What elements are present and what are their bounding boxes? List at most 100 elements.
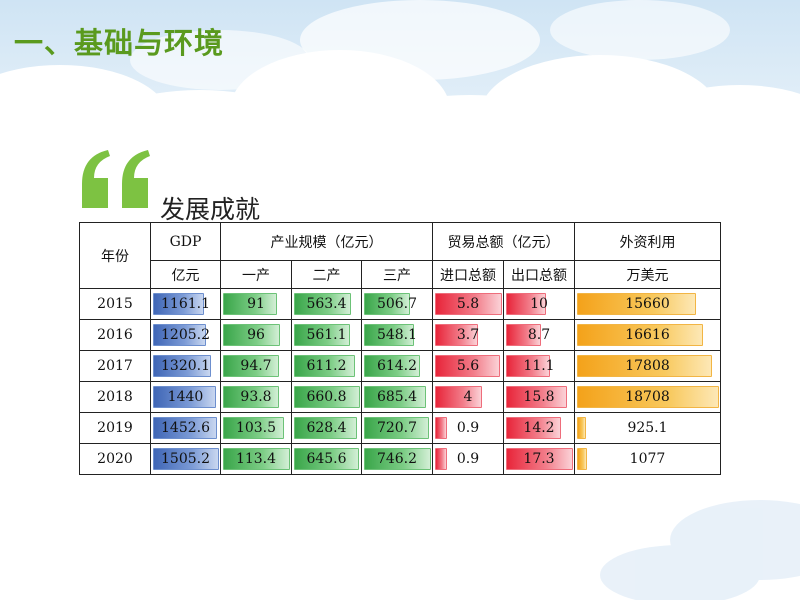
primary-cell: 103.5: [220, 412, 292, 444]
header-fdi: 外资利用: [574, 222, 721, 261]
import-cell: 5.8: [432, 288, 504, 320]
header-industry: 产业规模（亿元）: [220, 222, 433, 261]
import-data-bar: [435, 355, 500, 377]
secondary-cell: 563.4: [291, 288, 362, 320]
header-import: 进口总额: [432, 260, 504, 289]
secondary-value: 611.2: [306, 358, 347, 374]
gdp-cell: 1452.6: [150, 412, 221, 444]
year-cell: 2018: [79, 381, 151, 413]
primary-cell: 113.4: [220, 443, 292, 475]
secondary-value: 563.4: [306, 296, 347, 312]
export-cell: 17.3: [503, 443, 575, 475]
tertiary-data-bar: [364, 386, 426, 408]
gdp-cell: 1320.1: [150, 350, 221, 382]
tertiary-data-bar: [364, 355, 420, 377]
secondary-data-bar: [294, 355, 355, 377]
secondary-data-bar: [294, 324, 350, 346]
gdp-cell: 1440: [150, 381, 221, 413]
import-value: 3.7: [456, 327, 480, 343]
import-cell: 3.7: [432, 319, 504, 351]
gdp-data-bar: [153, 355, 211, 377]
section-subtitle: 发展成就: [160, 195, 261, 224]
secondary-value: 645.6: [306, 451, 347, 467]
fdi-cell: 1077: [574, 443, 721, 475]
fdi-value: 15660: [625, 296, 670, 312]
export-data-bar: [506, 324, 541, 346]
export-data-bar: [506, 417, 561, 439]
import-data-bar: [435, 448, 447, 470]
primary-data-bar: [223, 355, 279, 377]
gdp-cell: 1505.2: [150, 443, 221, 475]
fdi-value: 16616: [625, 327, 670, 343]
primary-value: 103.5: [235, 420, 277, 436]
fdi-data-bar: [577, 386, 719, 408]
export-data-bar: [506, 355, 550, 377]
fdi-cell: 16616: [574, 319, 721, 351]
year-cell: 2019: [79, 412, 151, 444]
year-cell: 2016: [79, 319, 151, 351]
tertiary-cell: 506.7: [361, 288, 433, 320]
gdp-value: 1320.1: [161, 358, 210, 374]
development-table: 年份 GDP 产业规模（亿元） 贸易总额（亿元） 外资利用 亿元 一产 二产 三…: [79, 222, 721, 475]
gdp-cell: 1161.1: [150, 288, 221, 320]
fdi-cell: 925.1: [574, 412, 721, 444]
primary-value: 91: [247, 296, 265, 312]
import-value: 5.8: [456, 296, 480, 312]
primary-data-bar: [223, 417, 284, 439]
export-cell: 15.8: [503, 381, 575, 413]
gdp-value: 1505.2: [161, 451, 210, 467]
secondary-cell: 561.1: [291, 319, 362, 351]
gdp-data-bar: [153, 448, 219, 470]
fdi-data-bar: [577, 293, 696, 315]
export-data-bar: [506, 386, 567, 408]
fdi-data-bar: [577, 324, 703, 346]
fdi-value: 1077: [629, 451, 666, 467]
primary-cell: 93.8: [220, 381, 292, 413]
tertiary-data-bar: [364, 324, 414, 346]
import-value: 5.6: [456, 358, 480, 374]
secondary-cell: 645.6: [291, 443, 362, 475]
gdp-value: 1440: [167, 389, 204, 405]
primary-value: 96: [247, 327, 265, 343]
gdp-data-bar: [153, 417, 217, 439]
secondary-value: 628.4: [306, 420, 347, 436]
primary-cell: 94.7: [220, 350, 292, 382]
tertiary-data-bar: [364, 417, 429, 439]
table-row: 2020 1505.2 113.4 645.6 746.2 0.9 17.3 1077: [79, 443, 721, 475]
header-year: 年份: [79, 222, 151, 289]
page-heading: 一、基础与环境: [14, 26, 225, 60]
gdp-value: 1452.6: [161, 420, 210, 436]
import-data-bar: [435, 324, 478, 346]
fdi-data-bar: [577, 448, 587, 470]
fdi-cell: 15660: [574, 288, 721, 320]
quote-mark-icon: [82, 150, 150, 208]
export-value: 15.8: [523, 389, 555, 405]
tertiary-value: 548.1: [376, 327, 418, 343]
fdi-value: 18708: [625, 389, 670, 405]
header-fdi-unit: 万美元: [574, 260, 721, 289]
tertiary-value: 506.7: [376, 296, 418, 312]
export-data-bar: [506, 293, 546, 315]
export-cell: 14.2: [503, 412, 575, 444]
gdp-cell: 1205.2: [150, 319, 221, 351]
table-row: 2018 1440 93.8 660.8 685.4 4 15.8 18708: [79, 381, 721, 413]
import-value: 0.9: [456, 420, 480, 436]
primary-data-bar: [223, 448, 290, 470]
primary-cell: 96: [220, 319, 292, 351]
tertiary-value: 614.2: [376, 358, 418, 374]
secondary-value: 660.8: [306, 389, 347, 405]
year-cell: 2015: [79, 288, 151, 320]
primary-value: 93.8: [240, 389, 272, 405]
tertiary-value: 746.2: [376, 451, 418, 467]
secondary-data-bar: [294, 293, 351, 315]
table-row: 2016 1205.2 96 561.1 548.1 3.7 8.7 16616: [79, 319, 721, 351]
primary-data-bar: [223, 324, 280, 346]
export-cell: 8.7: [503, 319, 575, 351]
fdi-cell: 18708: [574, 381, 721, 413]
import-cell: 5.6: [432, 350, 504, 382]
tertiary-cell: 548.1: [361, 319, 433, 351]
fdi-value: 17808: [625, 358, 670, 374]
tertiary-data-bar: [364, 448, 431, 470]
export-value: 14.2: [523, 420, 555, 436]
import-data-bar: [435, 386, 482, 408]
